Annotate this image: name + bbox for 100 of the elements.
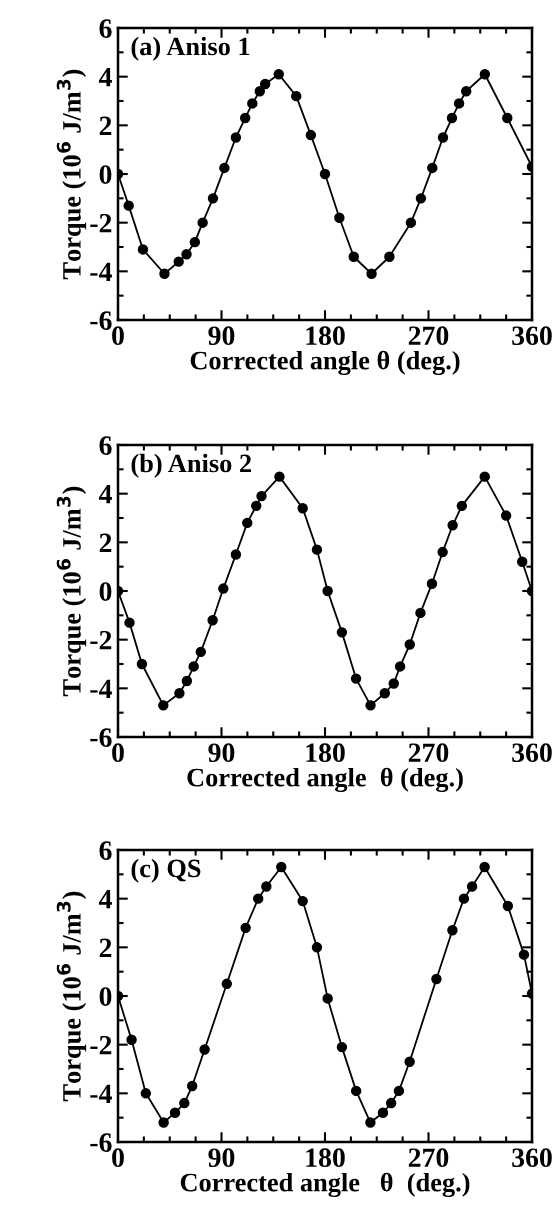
point bbox=[453, 98, 465, 109]
x-axis-title: Corrected angle θ (deg.) bbox=[180, 1172, 470, 1198]
point bbox=[322, 585, 333, 597]
point bbox=[500, 510, 512, 521]
y-tick-label: -2 bbox=[90, 630, 112, 650]
point bbox=[230, 132, 242, 143]
point bbox=[207, 193, 219, 204]
x-axis-title: Corrected angle θ (deg.) bbox=[190, 350, 460, 376]
x-tick-label: 180 bbox=[306, 326, 345, 346]
point bbox=[502, 900, 514, 912]
point bbox=[311, 544, 323, 555]
point bbox=[261, 881, 272, 892]
y-tick-label: -2 bbox=[90, 213, 112, 233]
point bbox=[219, 162, 230, 174]
point bbox=[379, 687, 391, 699]
x-tick-label: 270 bbox=[408, 326, 449, 346]
chart-title: (b) Aniso 2 bbox=[131, 453, 251, 478]
point bbox=[404, 639, 415, 650]
y-axis-title: Torque (10$^{6}$ J/m$^{3}$) bbox=[56, 69, 87, 280]
chart-title: (c) QS bbox=[131, 858, 201, 883]
point bbox=[384, 251, 395, 262]
point bbox=[336, 1041, 348, 1053]
point bbox=[305, 129, 317, 141]
point bbox=[254, 86, 266, 97]
point bbox=[437, 132, 449, 143]
y-tick-label: 2 bbox=[99, 116, 112, 135]
point bbox=[239, 112, 251, 124]
point bbox=[479, 471, 490, 482]
point bbox=[446, 112, 458, 124]
point bbox=[218, 583, 229, 594]
point bbox=[388, 678, 399, 689]
point bbox=[181, 249, 192, 260]
x-tick-label: 90 bbox=[208, 743, 235, 763]
point bbox=[415, 607, 426, 619]
point bbox=[319, 168, 331, 180]
y-tick-label: 4 bbox=[98, 890, 112, 909]
x-tick-label: 360 bbox=[512, 326, 552, 346]
x-tick-label: 180 bbox=[306, 1148, 345, 1168]
point bbox=[274, 471, 285, 482]
point bbox=[195, 646, 207, 658]
point bbox=[311, 942, 323, 953]
point bbox=[124, 617, 135, 628]
y-tick-label: -4 bbox=[90, 1084, 112, 1103]
point bbox=[169, 1107, 181, 1119]
point bbox=[447, 520, 458, 531]
x-tick-label: 90 bbox=[208, 326, 235, 346]
point bbox=[173, 256, 184, 267]
point bbox=[242, 517, 253, 529]
point bbox=[366, 268, 377, 279]
point bbox=[502, 112, 513, 124]
y-tick-label: 6 bbox=[99, 841, 112, 860]
point bbox=[123, 200, 134, 211]
point bbox=[334, 212, 345, 224]
point bbox=[181, 675, 193, 687]
point bbox=[427, 162, 438, 174]
y-tick-label: 2 bbox=[99, 533, 112, 552]
point bbox=[348, 251, 359, 262]
point bbox=[404, 1056, 415, 1067]
y-tick-label: -4 bbox=[90, 262, 112, 281]
point bbox=[256, 490, 267, 502]
point bbox=[456, 500, 468, 512]
point bbox=[273, 69, 284, 80]
point bbox=[252, 893, 264, 904]
point bbox=[230, 549, 242, 560]
point bbox=[188, 661, 199, 672]
x-tick-label: 270 bbox=[408, 743, 449, 763]
point bbox=[377, 1107, 389, 1119]
point bbox=[137, 244, 149, 255]
y-tick-label: -6 bbox=[90, 1133, 112, 1152]
point bbox=[350, 1085, 362, 1097]
point bbox=[461, 86, 472, 97]
point bbox=[251, 500, 262, 512]
point bbox=[158, 1117, 169, 1128]
point bbox=[385, 1097, 397, 1109]
point bbox=[479, 69, 491, 80]
point bbox=[393, 1085, 405, 1097]
y-tick-label: -4 bbox=[90, 679, 112, 698]
point bbox=[207, 614, 218, 626]
x-tick-label: 270 bbox=[408, 1148, 449, 1168]
x-tick-label: 180 bbox=[306, 743, 345, 763]
point bbox=[159, 268, 170, 279]
y-tick-label: -6 bbox=[90, 728, 112, 747]
point bbox=[466, 881, 478, 892]
x-tick-label: 90 bbox=[208, 1148, 235, 1168]
point bbox=[517, 556, 528, 568]
point bbox=[140, 1088, 152, 1099]
y-tick-label: 6 bbox=[99, 436, 112, 455]
y-axis-title: Torque (10$^{6}$ J/m$^{3}$) bbox=[56, 486, 87, 697]
point bbox=[365, 1117, 376, 1128]
x-axis-title: Corrected angle θ (deg.) bbox=[187, 767, 463, 793]
point bbox=[405, 217, 417, 228]
y-tick-label: 2 bbox=[99, 938, 112, 957]
point bbox=[426, 578, 438, 589]
point bbox=[174, 687, 185, 699]
point bbox=[291, 90, 302, 102]
point bbox=[479, 861, 490, 873]
y-tick-label: 4 bbox=[98, 68, 112, 87]
point bbox=[221, 978, 232, 990]
y-tick-label: 0 bbox=[99, 987, 112, 1006]
point bbox=[126, 1034, 137, 1046]
